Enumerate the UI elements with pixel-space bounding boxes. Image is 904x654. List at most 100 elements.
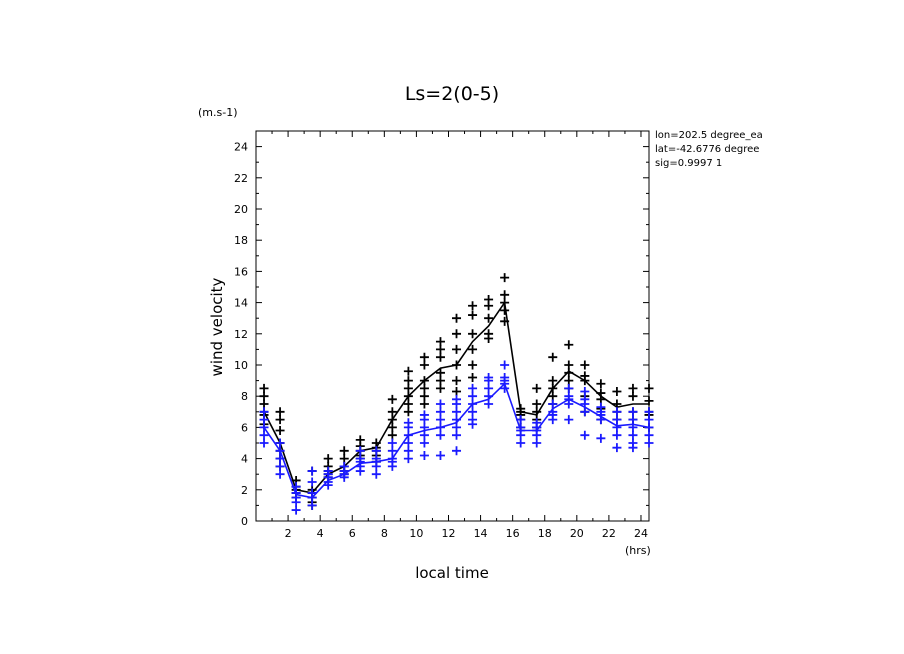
data-point [403,383,413,393]
data-point [275,415,285,425]
x-tick-label: 18 [538,527,552,540]
data-point [387,446,397,456]
data-point [452,446,462,456]
data-point [452,313,462,323]
data-point [548,399,558,409]
data-point [500,290,510,300]
x-tick-label: 20 [570,527,584,540]
data-point [419,391,429,401]
data-point [628,430,638,440]
data-point [339,454,349,464]
data-point [612,443,622,453]
data-point [419,352,429,362]
y-unit: (m.s-1) [198,106,238,119]
data-point [403,446,413,456]
y-tick-label: 10 [234,359,248,372]
data-point [452,399,462,409]
data-point [435,368,445,378]
x-tick-label: 2 [285,527,292,540]
data-point [564,376,574,386]
data-point [403,399,413,409]
data-point [564,383,574,393]
data-point [468,301,478,311]
data-point [484,333,494,343]
data-point [275,438,285,448]
data-point [564,360,574,370]
data-point [339,446,349,456]
data-point [548,376,558,386]
data-point [291,497,301,507]
y-tick-label: 22 [234,172,248,185]
data-point [435,407,445,417]
data-point [468,344,478,354]
data-point [644,438,654,448]
info-lon: lon=202.5 degree_ea [655,130,763,141]
x-tick-label: 10 [409,527,423,540]
data-point [484,376,494,386]
data-point [612,387,622,397]
data-point [628,391,638,401]
y-tick-label: 16 [234,265,248,278]
y-tick-label: 14 [234,297,248,310]
data-point [259,391,269,401]
data-point [596,379,606,389]
chart-title: Ls=2(0-5) [405,83,499,105]
series-line [263,382,650,499]
data-point [275,469,285,479]
data-point [419,450,429,460]
data-point [419,383,429,393]
y-tick-label: 12 [234,328,248,341]
data-point [468,329,478,339]
y-tick-label: 4 [241,453,248,466]
x-tick-label: 24 [634,527,648,540]
data-point [435,430,445,440]
data-point [435,344,445,354]
x-tick-label: 16 [506,527,520,540]
data-point [580,430,590,440]
plot-area [255,130,650,522]
data-point [323,454,333,464]
data-point [452,376,462,386]
y-tick-label: 8 [241,390,248,403]
data-point [387,430,397,440]
data-point [532,383,542,393]
x-tick-label: 8 [381,527,388,540]
y-tick-label: 0 [241,515,248,528]
data-point [628,415,638,425]
data-point [435,450,445,460]
data-point [484,399,494,409]
data-point [387,438,397,448]
data-point [403,366,413,376]
data-point [403,438,413,448]
data-point [628,443,638,453]
data-point [275,426,285,436]
data-point [355,466,365,476]
data-point [468,372,478,382]
data-point [259,399,269,409]
data-point [435,383,445,393]
data-point [452,344,462,354]
x-tick-label: 14 [474,527,488,540]
x-tick-label: 22 [602,527,616,540]
series-0 [259,273,654,510]
y-tick-label: 20 [234,203,248,216]
data-point [484,313,494,323]
x-unit: (hrs) [625,544,651,557]
data-point [516,438,526,448]
y-tick-label: 24 [234,141,248,154]
data-point [371,469,381,479]
data-point [532,430,542,440]
data-point [644,415,654,425]
data-point [612,422,622,432]
data-point [387,394,397,404]
data-point [452,430,462,440]
data-point [532,438,542,448]
data-point [259,415,269,425]
data-point [628,383,638,393]
data-point [500,273,510,283]
data-point [612,415,622,425]
data-point [307,500,317,510]
data-point [532,399,542,409]
data-point [452,407,462,417]
